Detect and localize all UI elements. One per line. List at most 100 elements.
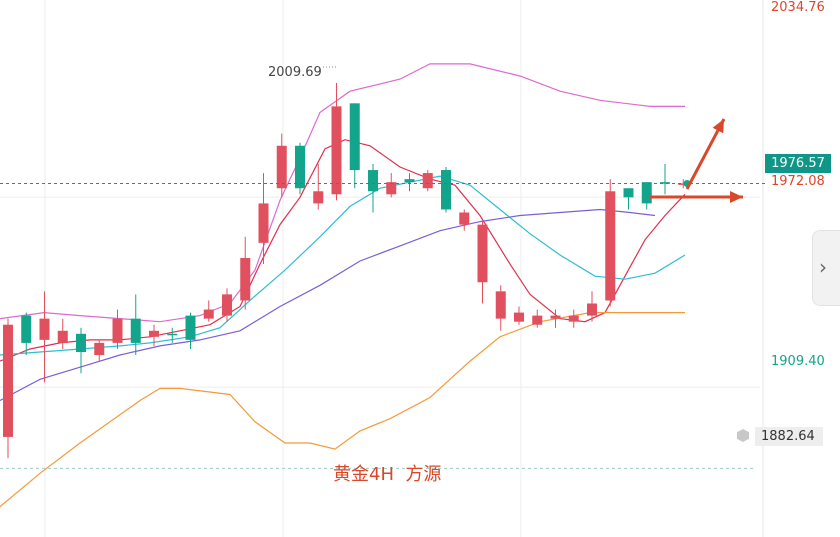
arrow-right-head xyxy=(730,191,743,203)
candle-13 xyxy=(240,236,251,310)
axis-label-top: 2034.76 xyxy=(771,0,825,15)
candle-28 xyxy=(514,306,524,325)
candle-body-0 xyxy=(3,324,13,437)
candle-body-7 xyxy=(130,318,141,343)
candle-body-29 xyxy=(532,315,543,325)
candle-body-13 xyxy=(240,257,251,301)
candle-20 xyxy=(368,163,378,213)
axis-label-1909: 1909.40 xyxy=(771,354,825,369)
candle-body-2 xyxy=(39,318,50,340)
candle-17 xyxy=(313,163,324,210)
candle-23 xyxy=(422,170,433,192)
candle-body-23 xyxy=(422,173,433,189)
candle-24 xyxy=(441,167,451,213)
candle-body-25 xyxy=(459,212,470,225)
candle-33 xyxy=(605,179,616,307)
candle-35 xyxy=(641,182,652,210)
candle-36 xyxy=(660,163,670,195)
candle-body-15 xyxy=(276,145,287,189)
candle-body-33 xyxy=(605,191,616,301)
candle-body-14 xyxy=(258,203,269,243)
expand-panel-button[interactable]: › xyxy=(812,230,840,306)
indicator-lines xyxy=(0,63,686,508)
candle-body-5 xyxy=(94,342,105,356)
candle-8 xyxy=(149,324,159,346)
candle-body-36 xyxy=(660,182,670,184)
candle-body-3 xyxy=(57,330,68,343)
grid xyxy=(0,0,764,537)
indicator-line-0 xyxy=(0,63,685,323)
indicator-line-2 xyxy=(0,175,686,356)
chevron-right-icon: › xyxy=(819,255,827,279)
candle-body-21 xyxy=(386,182,397,195)
candle-31 xyxy=(568,309,579,328)
candle-22 xyxy=(404,173,415,192)
candle-body-34 xyxy=(623,188,634,198)
reference-lines xyxy=(0,66,765,469)
chart-title: 黄金4H 方源 xyxy=(333,464,442,485)
candle-body-35 xyxy=(641,182,652,204)
candle-body-11 xyxy=(203,309,214,319)
candle-body-32 xyxy=(587,303,597,316)
indicator-line-1 xyxy=(0,139,686,362)
candle-body-22 xyxy=(404,179,415,183)
candle-body-20 xyxy=(368,170,378,192)
candle-3 xyxy=(57,318,68,349)
candle-16 xyxy=(295,142,305,195)
candle-19 xyxy=(349,103,360,189)
candle-15 xyxy=(276,133,287,198)
candle-body-16 xyxy=(295,145,305,189)
indicator-line-4 xyxy=(0,312,685,508)
candle-4 xyxy=(76,327,86,374)
candle-body-8 xyxy=(149,330,159,337)
candle-body-18 xyxy=(331,106,342,195)
candle-7 xyxy=(130,294,141,356)
candle-body-28 xyxy=(514,312,524,322)
candle-0 xyxy=(3,318,13,459)
candle-5 xyxy=(94,339,105,362)
candle-12 xyxy=(222,288,232,322)
trend-arrows xyxy=(650,118,743,203)
candle-26 xyxy=(477,221,488,304)
candle-body-12 xyxy=(222,294,232,316)
candle-18 xyxy=(331,83,342,201)
candle-1 xyxy=(21,312,32,356)
candle-11 xyxy=(203,300,214,322)
candle-37 xyxy=(678,179,689,189)
candle-21 xyxy=(386,173,397,198)
candle-body-6 xyxy=(112,318,123,343)
candle-34 xyxy=(623,188,634,210)
period-low-badge: 1882.64 xyxy=(755,427,823,446)
current-price-badge: 1976.57 xyxy=(765,154,831,173)
candle-body-1 xyxy=(21,315,32,343)
candle-body-30 xyxy=(550,315,561,319)
candle-body-19 xyxy=(349,103,360,171)
candle-body-4 xyxy=(76,333,86,353)
candle-body-10 xyxy=(185,315,196,340)
candles xyxy=(3,83,689,459)
candle-body-26 xyxy=(477,224,488,283)
candle-10 xyxy=(185,312,196,349)
arrow-up-shaft xyxy=(685,118,726,190)
candle-30 xyxy=(550,309,561,328)
candle-6 xyxy=(112,309,123,349)
candle-27 xyxy=(495,285,506,331)
candle-9 xyxy=(167,327,178,343)
candle-25 xyxy=(459,209,470,231)
indicator-line-3 xyxy=(0,208,656,402)
arrow-up-head xyxy=(712,119,724,134)
candle-14 xyxy=(258,173,269,265)
low-marker-icon xyxy=(737,429,749,442)
max-price-marker: 2009.69 xyxy=(268,65,322,80)
candle-32 xyxy=(587,291,597,322)
candle-body-17 xyxy=(313,191,324,204)
candle-body-9 xyxy=(167,333,178,336)
candle-29 xyxy=(532,309,543,328)
candle-2 xyxy=(39,291,50,383)
candle-body-24 xyxy=(441,170,451,210)
axis-label-1972: 1972.08 xyxy=(771,174,825,189)
candle-body-27 xyxy=(495,291,506,319)
candle-body-31 xyxy=(568,315,579,322)
candle-body-37 xyxy=(678,183,689,185)
